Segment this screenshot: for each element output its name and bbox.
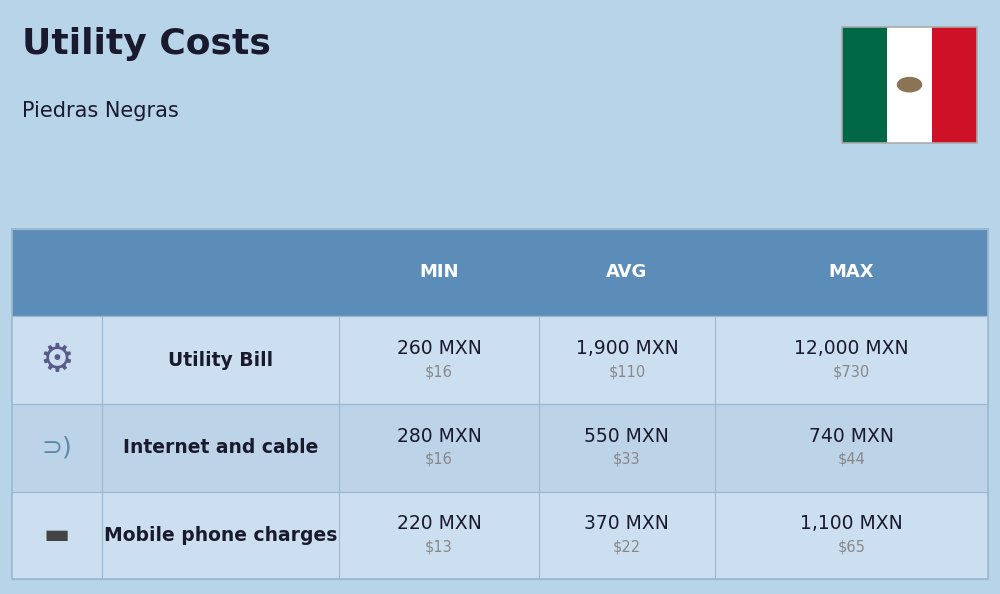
Text: Mobile phone charges: Mobile phone charges xyxy=(104,526,337,545)
Text: 12,000 MXN: 12,000 MXN xyxy=(794,339,909,358)
Text: $730: $730 xyxy=(833,364,870,379)
Text: 280 MXN: 280 MXN xyxy=(397,427,481,446)
Text: 260 MXN: 260 MXN xyxy=(397,339,481,358)
Text: $65: $65 xyxy=(837,539,865,554)
Text: Piedras Negras: Piedras Negras xyxy=(22,101,179,121)
Bar xyxy=(32,363,82,393)
Text: Utility Costs: Utility Costs xyxy=(22,27,271,61)
Bar xyxy=(12,229,988,316)
Circle shape xyxy=(898,77,922,91)
Text: $22: $22 xyxy=(613,539,641,554)
Text: Internet and cable: Internet and cable xyxy=(123,438,318,457)
Text: 1,100 MXN: 1,100 MXN xyxy=(800,514,903,533)
Text: 740 MXN: 740 MXN xyxy=(809,427,894,446)
Bar xyxy=(12,404,988,492)
Bar xyxy=(932,27,977,143)
Text: $16: $16 xyxy=(425,364,453,379)
Text: ⚙: ⚙ xyxy=(39,341,74,379)
Bar xyxy=(12,492,988,579)
Text: $110: $110 xyxy=(608,364,646,379)
Text: 220 MXN: 220 MXN xyxy=(397,514,481,533)
Text: $33: $33 xyxy=(613,451,641,467)
Text: MIN: MIN xyxy=(419,264,459,282)
Text: Utility Bill: Utility Bill xyxy=(168,350,273,369)
Text: MAX: MAX xyxy=(829,264,874,282)
Text: $13: $13 xyxy=(425,539,453,554)
Text: 1,900 MXN: 1,900 MXN xyxy=(576,339,678,358)
Text: $16: $16 xyxy=(425,451,453,467)
Text: 370 MXN: 370 MXN xyxy=(584,514,669,533)
Text: AVG: AVG xyxy=(606,264,648,282)
Bar xyxy=(12,229,988,579)
Text: $44: $44 xyxy=(837,451,865,467)
Bar xyxy=(842,27,887,143)
Bar xyxy=(842,27,977,143)
Text: ⊃): ⊃) xyxy=(42,436,72,460)
Bar xyxy=(12,316,988,404)
Text: 550 MXN: 550 MXN xyxy=(584,427,669,446)
Bar xyxy=(887,27,932,143)
Text: ▬: ▬ xyxy=(44,522,70,549)
